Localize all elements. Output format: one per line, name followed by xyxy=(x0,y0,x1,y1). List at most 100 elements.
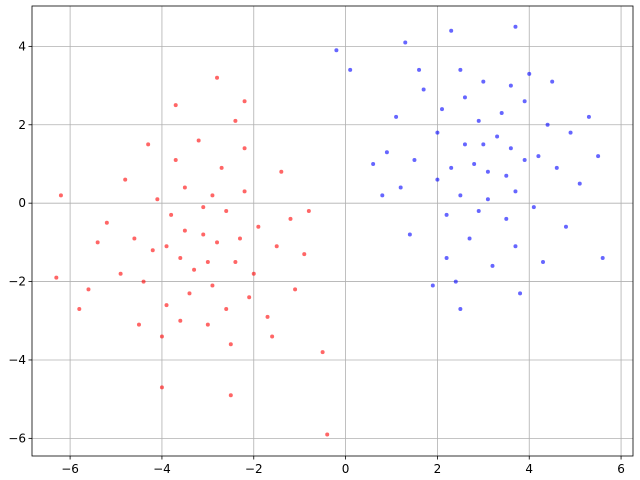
point xyxy=(233,259,238,264)
point xyxy=(205,259,210,264)
x-tick-label: 0 xyxy=(342,462,350,476)
grid xyxy=(32,6,633,456)
point xyxy=(600,256,605,261)
point xyxy=(237,236,242,241)
point xyxy=(334,48,339,53)
point xyxy=(293,287,298,292)
x-tick-label: −6 xyxy=(61,462,79,476)
point xyxy=(504,173,509,178)
point xyxy=(394,114,399,119)
point xyxy=(178,318,183,323)
point xyxy=(518,291,523,296)
point xyxy=(132,236,137,241)
point xyxy=(531,205,536,210)
point xyxy=(504,216,509,221)
point xyxy=(242,189,247,194)
point xyxy=(508,146,513,151)
y-tick-label: 2 xyxy=(18,118,26,132)
point xyxy=(215,240,220,245)
point xyxy=(527,71,532,76)
point xyxy=(481,79,486,84)
axes-frame xyxy=(31,5,634,457)
point xyxy=(173,158,178,163)
point xyxy=(444,256,449,261)
point xyxy=(444,212,449,217)
point xyxy=(380,193,385,198)
point xyxy=(54,275,59,280)
point xyxy=(495,134,500,139)
point xyxy=(224,307,229,312)
x-tick-label: −2 xyxy=(245,462,263,476)
point xyxy=(596,154,601,159)
point xyxy=(178,256,183,261)
point xyxy=(288,216,293,221)
point xyxy=(320,350,325,355)
point xyxy=(58,193,63,198)
point xyxy=(568,130,573,135)
point xyxy=(536,154,541,159)
point xyxy=(228,393,233,398)
x-tick-label: 2 xyxy=(434,462,442,476)
y-tick-label: −4 xyxy=(8,353,26,367)
point xyxy=(77,307,82,312)
point xyxy=(508,83,513,88)
y-tick-label: −6 xyxy=(8,431,26,445)
point xyxy=(554,165,559,170)
point xyxy=(435,130,440,135)
point xyxy=(159,385,164,390)
point xyxy=(550,79,555,84)
point xyxy=(384,150,389,155)
point xyxy=(173,103,178,108)
point xyxy=(449,28,454,33)
point xyxy=(192,267,197,272)
point xyxy=(476,209,481,214)
point xyxy=(586,114,591,119)
point xyxy=(279,169,284,174)
point xyxy=(187,291,192,296)
point xyxy=(458,307,463,312)
point xyxy=(118,271,123,276)
point xyxy=(196,138,201,143)
point xyxy=(210,193,215,198)
point xyxy=(513,244,518,249)
point xyxy=(545,122,550,127)
point xyxy=(325,432,330,437)
point xyxy=(417,67,422,72)
point xyxy=(169,212,174,217)
point xyxy=(472,161,477,166)
point xyxy=(150,248,155,253)
point xyxy=(146,142,151,147)
point xyxy=(449,165,454,170)
point xyxy=(201,205,206,210)
point xyxy=(435,177,440,182)
point xyxy=(485,169,490,174)
points xyxy=(54,24,605,437)
point xyxy=(563,224,568,229)
ticks: −6 −4 −2 0 2 4 6 −6 −4 −2 0 2 4 xyxy=(8,39,625,476)
point xyxy=(481,142,486,147)
point xyxy=(407,232,412,237)
y-tick-label: 0 xyxy=(18,196,26,210)
x-tick-label: −4 xyxy=(153,462,171,476)
point xyxy=(215,75,220,80)
point xyxy=(490,263,495,268)
point xyxy=(513,24,518,29)
point xyxy=(141,279,146,284)
point xyxy=(242,146,247,151)
point xyxy=(270,334,275,339)
point xyxy=(228,342,233,347)
point xyxy=(522,158,527,163)
point xyxy=(462,142,467,147)
x-tick-label: 4 xyxy=(525,462,533,476)
point xyxy=(210,283,215,288)
point xyxy=(256,224,261,229)
point xyxy=(467,236,472,241)
point xyxy=(205,322,210,327)
point xyxy=(440,107,445,112)
point xyxy=(476,118,481,123)
point xyxy=(251,271,256,276)
point xyxy=(458,193,463,198)
point xyxy=(182,185,187,190)
point xyxy=(398,185,403,190)
